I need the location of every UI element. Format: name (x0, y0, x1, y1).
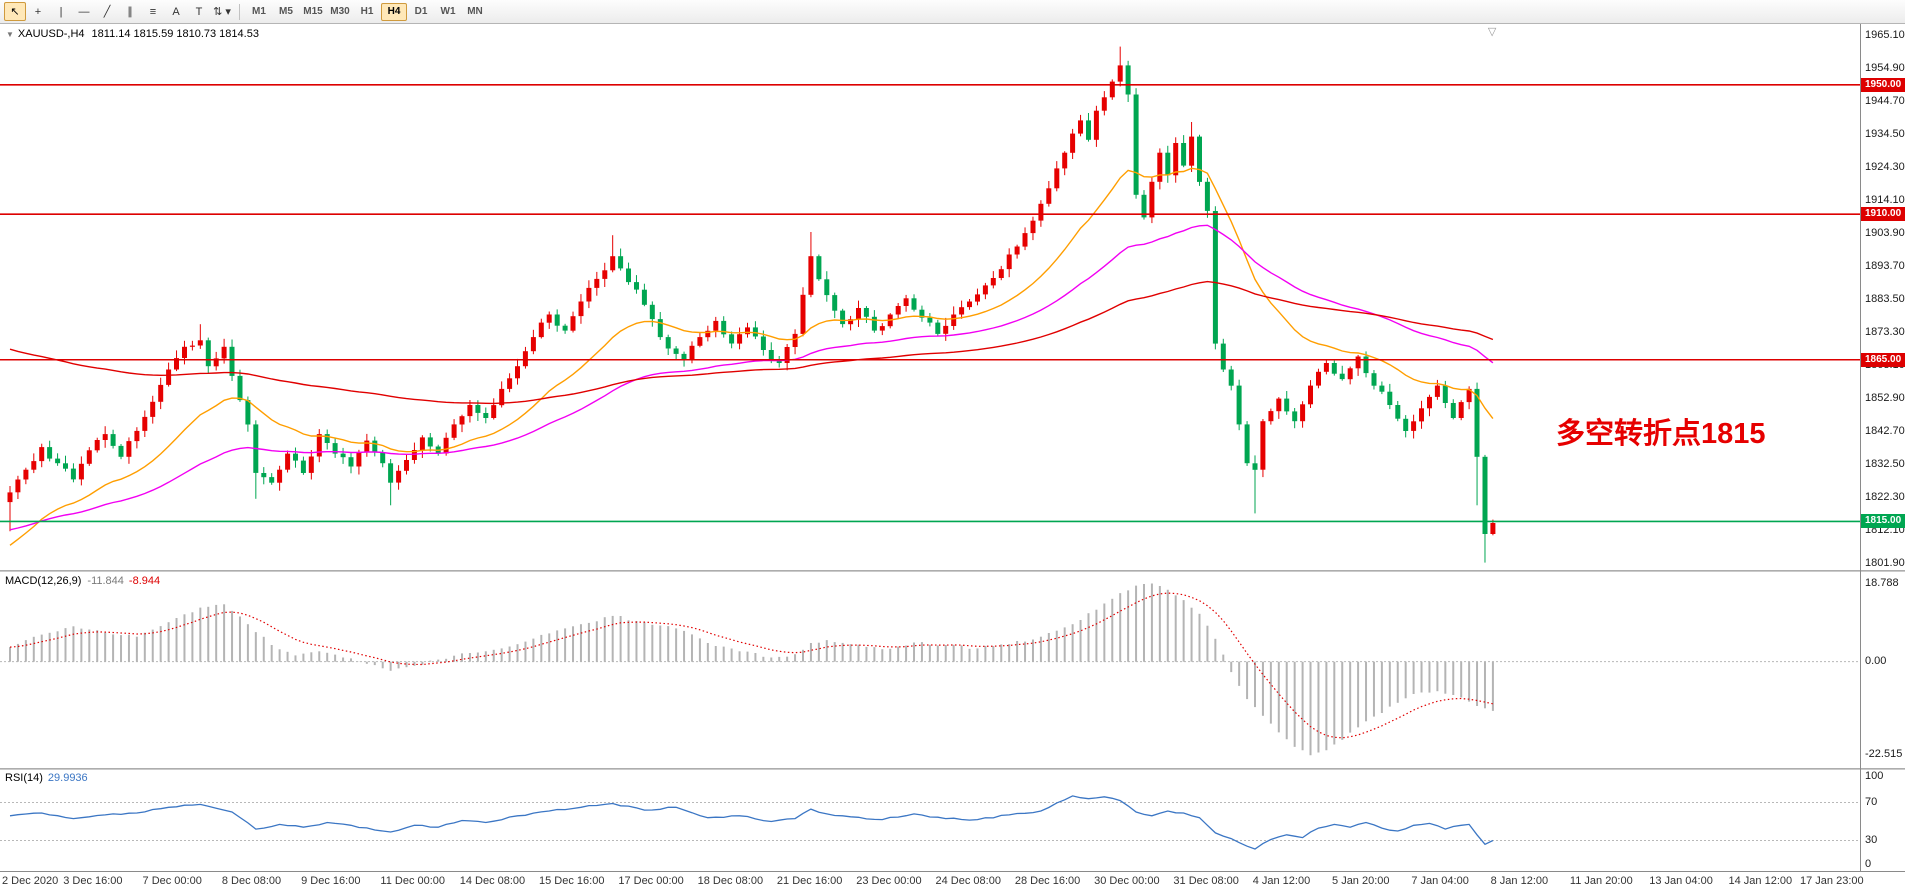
tool-arrows-button[interactable]: T (195, 5, 203, 18)
timeframe-H4-button[interactable]: H4 (381, 2, 407, 21)
toolbar: ↖ + | — ╱ ∥ ≡ A T ⇅ ▾ M1 M5 M15 M30 H1 H4 D1 W1 MN (0, 0, 1905, 24)
toolbar-separator (239, 3, 240, 20)
timeframe-W1-button[interactable]: W1 (440, 6, 456, 17)
toolbar-tools: ↖ + | — ╱ ∥ ≡ A T ⇅ ▾ (4, 2, 233, 21)
tool-fibonacci-retracement-button[interactable]: ≡ (149, 5, 157, 18)
tool-horizontal-line-button[interactable]: — (78, 5, 90, 18)
tool-trendline-button[interactable]: ╱ (103, 6, 111, 18)
tool-text-button[interactable]: A (172, 5, 180, 18)
tool-vertical-line-button[interactable]: | (59, 5, 63, 18)
timeframe-M30-button[interactable]: M30 (330, 6, 350, 17)
timeframe-M5-button[interactable]: M5 (279, 6, 293, 17)
tool-equidistant-channel-button[interactable]: ∥ (127, 6, 133, 18)
timeframe-M15-button[interactable]: M15 (303, 6, 323, 17)
toolbar-timeframes: M1 M5 M15 M30 H1 H4 D1 W1 MN (246, 2, 488, 21)
tool-crosshair-button[interactable]: + (34, 5, 42, 18)
timeframe-M1-button[interactable]: M1 (252, 6, 266, 17)
timeframe-H1-button[interactable]: H1 (360, 6, 374, 17)
timeframe-MN-button[interactable]: MN (467, 6, 483, 17)
tool-cursor-button[interactable]: ↖ (4, 2, 26, 21)
timeframe-D1-button[interactable]: D1 (414, 6, 428, 17)
tool-indicators-button[interactable]: ⇅ ▾ (213, 6, 231, 18)
